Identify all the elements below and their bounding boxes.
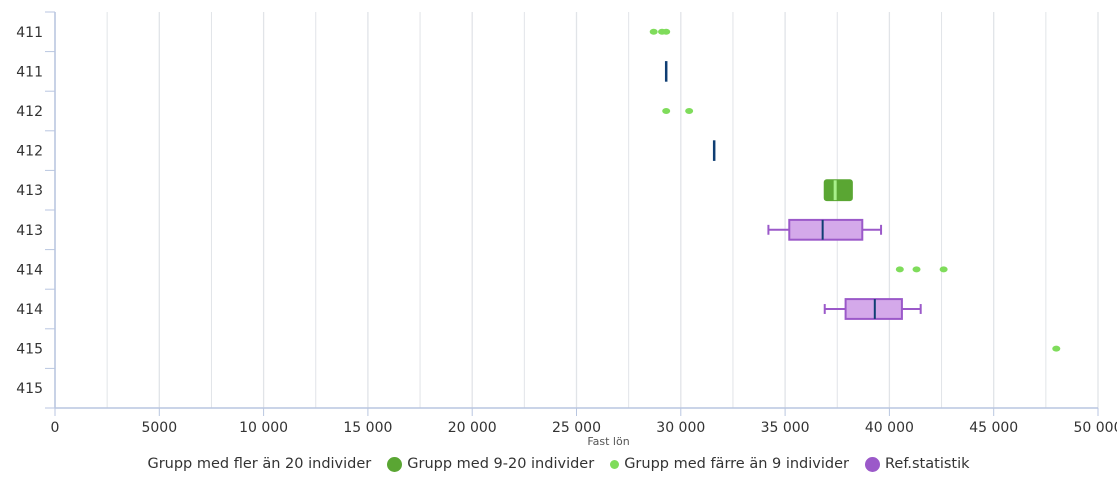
x-tick-label: 20 000 xyxy=(448,420,497,436)
x-axis-title: Fast lön xyxy=(587,435,629,448)
y-tick-label: 411 xyxy=(16,25,43,41)
x-tick-label: 30 000 xyxy=(656,420,705,436)
data-point xyxy=(649,28,658,35)
data-point xyxy=(895,266,904,273)
y-tick-label: 413 xyxy=(16,183,43,199)
box xyxy=(823,179,853,202)
axes xyxy=(45,11,1099,416)
data-point xyxy=(912,266,921,273)
grid-lines xyxy=(54,12,1099,408)
legend-marker-group-mid xyxy=(387,456,403,472)
legend-label-group-large: Grupp med fler än 20 individer xyxy=(147,456,372,472)
y-tick-label: 413 xyxy=(16,223,43,239)
salary-boxplot-chart: 411 411 412 412 413 413 414 414 415 415 0 5000 10 00… xyxy=(16,11,1117,448)
data-point xyxy=(1052,345,1061,352)
y-tick-label: 415 xyxy=(16,381,43,397)
data-point xyxy=(685,108,694,114)
y-tick-label: 414 xyxy=(16,302,43,318)
legend-label-ref: Ref.statistik xyxy=(885,456,970,472)
x-tick-label: 5000 xyxy=(141,420,177,436)
box xyxy=(788,218,864,241)
y-tick-label: 414 xyxy=(16,262,43,278)
x-tick-label: 50 000 xyxy=(1074,420,1117,436)
data-point xyxy=(939,266,948,273)
x-tick-label: 15 000 xyxy=(343,420,392,436)
legend: Grupp med fler än 20 individer Grupp med… xyxy=(0,456,1117,472)
x-tick-label: 40 000 xyxy=(865,420,914,436)
y-tick-label: 412 xyxy=(16,144,43,160)
legend-item-ref[interactable]: Ref.statistik xyxy=(865,456,970,472)
data-point xyxy=(662,108,671,114)
legend-item-group-large[interactable]: Grupp med fler än 20 individer xyxy=(147,456,371,472)
tick-labels: 411 411 412 412 413 413 414 414 415 415 0 5000 10 00… xyxy=(16,25,1117,436)
data-point xyxy=(662,28,671,35)
y-tick-label: 415 xyxy=(16,342,43,358)
legend-item-group-small[interactable]: Grupp med färre än 9 individer xyxy=(610,456,849,472)
y-tick-label: 411 xyxy=(16,64,43,80)
legend-marker-group-small xyxy=(610,459,620,469)
legend-label-group-mid: Grupp med 9-20 individer xyxy=(407,456,595,472)
legend-marker-ref xyxy=(865,456,880,472)
x-tick-label: 35 000 xyxy=(761,420,810,436)
legend-item-group-mid[interactable]: Grupp med 9-20 individer xyxy=(387,456,594,472)
x-tick-label: 0 xyxy=(51,420,60,436)
box xyxy=(844,298,903,320)
x-tick-label: 25 000 xyxy=(552,420,601,436)
legend-label-group-small: Grupp med färre än 9 individer xyxy=(624,456,849,472)
y-tick-label: 412 xyxy=(16,104,43,120)
x-tick-label: 10 000 xyxy=(239,420,288,436)
chart-marks xyxy=(649,28,1061,352)
x-tick-label: 45 000 xyxy=(969,420,1018,436)
